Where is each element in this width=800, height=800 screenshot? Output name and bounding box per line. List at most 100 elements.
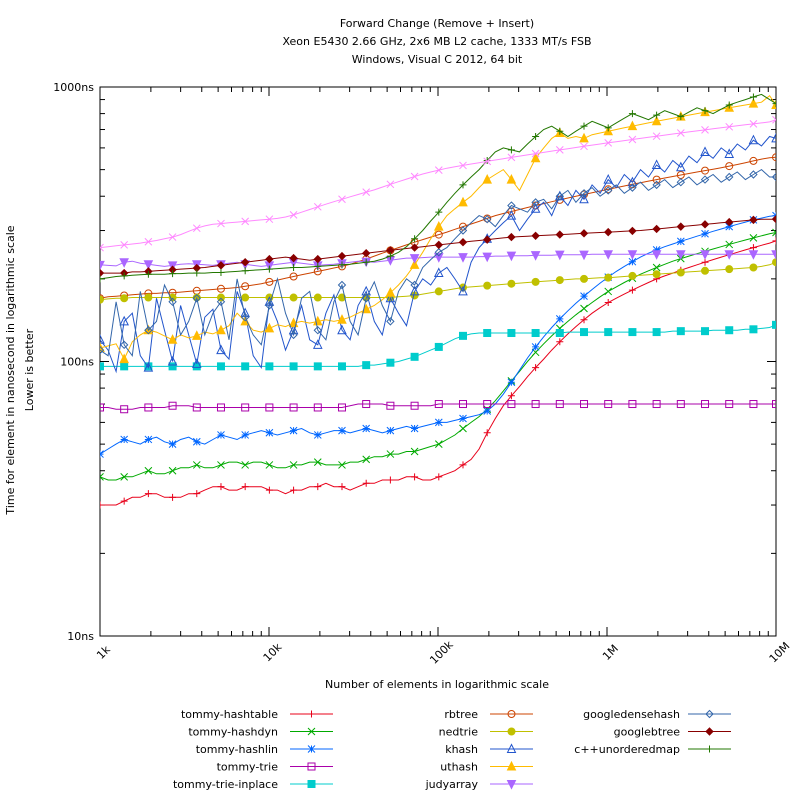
data-point [362, 424, 371, 433]
y-tick-label: 1000ns [53, 81, 94, 94]
data-point [168, 233, 177, 241]
data-point [192, 224, 201, 233]
series-tommy-trie [100, 400, 776, 414]
data-point [314, 262, 322, 270]
data-point [265, 403, 274, 412]
data-point [459, 161, 467, 170]
data-point [652, 175, 661, 184]
data-point [724, 148, 735, 159]
data-point [265, 265, 273, 273]
data-point [700, 220, 710, 229]
data-point [725, 222, 734, 231]
data-point [362, 400, 371, 409]
data-point [313, 293, 322, 302]
data-point [652, 328, 661, 337]
data-point [193, 269, 201, 277]
data-point [216, 362, 225, 371]
data-point [410, 243, 419, 252]
data-point [313, 403, 322, 412]
data-point [725, 162, 734, 171]
data-point [749, 93, 757, 101]
data-point [168, 440, 177, 448]
legend-marker [307, 780, 316, 788]
data-point [701, 400, 710, 409]
data-point [749, 234, 758, 242]
legend-label: rbtree [444, 708, 478, 721]
data-point [100, 295, 104, 304]
data-point [482, 252, 493, 263]
data-point [216, 293, 225, 302]
data-point [531, 231, 540, 241]
data-point [119, 258, 129, 268]
data-point [385, 292, 396, 303]
data-point [100, 334, 105, 344]
legend-marker [307, 762, 316, 771]
data-point [192, 403, 201, 412]
data-point [313, 202, 322, 211]
data-point [100, 260, 105, 271]
data-point [604, 299, 612, 307]
data-point [169, 493, 177, 501]
data-point [458, 331, 467, 340]
data-point [409, 254, 420, 264]
data-point [628, 135, 637, 144]
data-point [314, 483, 322, 491]
data-point [748, 97, 759, 108]
data-point [530, 251, 541, 261]
data-point [120, 362, 129, 371]
data-point [507, 400, 516, 409]
data-point [579, 229, 589, 238]
data-point [772, 400, 776, 409]
data-point [771, 250, 776, 260]
data-point [265, 277, 274, 286]
data-point [652, 132, 661, 141]
data-point [579, 250, 589, 261]
data-point [433, 221, 444, 231]
data-point [193, 490, 201, 498]
data-point [506, 173, 517, 184]
data-point [483, 281, 492, 290]
data-point [676, 250, 686, 260]
data-point [700, 175, 710, 184]
data-point [749, 400, 758, 409]
data-point [531, 149, 540, 158]
data-point [701, 266, 710, 275]
data-point [725, 240, 734, 249]
legend-marker [506, 743, 517, 753]
data-point [434, 166, 443, 174]
data-point [701, 229, 709, 238]
data-point [603, 173, 614, 184]
data-point [531, 277, 540, 286]
legend-marker [307, 727, 316, 736]
data-point [100, 243, 104, 252]
data-point [120, 294, 129, 303]
data-point [241, 293, 250, 302]
data-point [604, 287, 613, 296]
data-point [362, 361, 371, 370]
data-point [337, 362, 346, 371]
data-point [434, 400, 443, 409]
data-point [652, 400, 661, 409]
data-point [144, 237, 153, 246]
data-point [700, 146, 710, 156]
legend-marker [706, 745, 713, 753]
data-point [241, 217, 250, 226]
data-point [531, 198, 540, 207]
data-point [458, 285, 468, 296]
data-point [337, 403, 346, 412]
data-point [771, 99, 776, 109]
data-point [217, 431, 225, 439]
data-point [100, 472, 104, 481]
data-point [100, 501, 104, 509]
data-point [483, 407, 492, 415]
x-tick-label: 1k [94, 643, 113, 662]
data-point [628, 183, 637, 192]
data-point [555, 276, 564, 285]
data-point [458, 226, 468, 235]
data-point [410, 352, 419, 361]
data-point [772, 115, 776, 124]
data-point [772, 258, 776, 267]
data-point [532, 364, 540, 372]
data-point [458, 253, 468, 263]
data-point [289, 293, 298, 302]
